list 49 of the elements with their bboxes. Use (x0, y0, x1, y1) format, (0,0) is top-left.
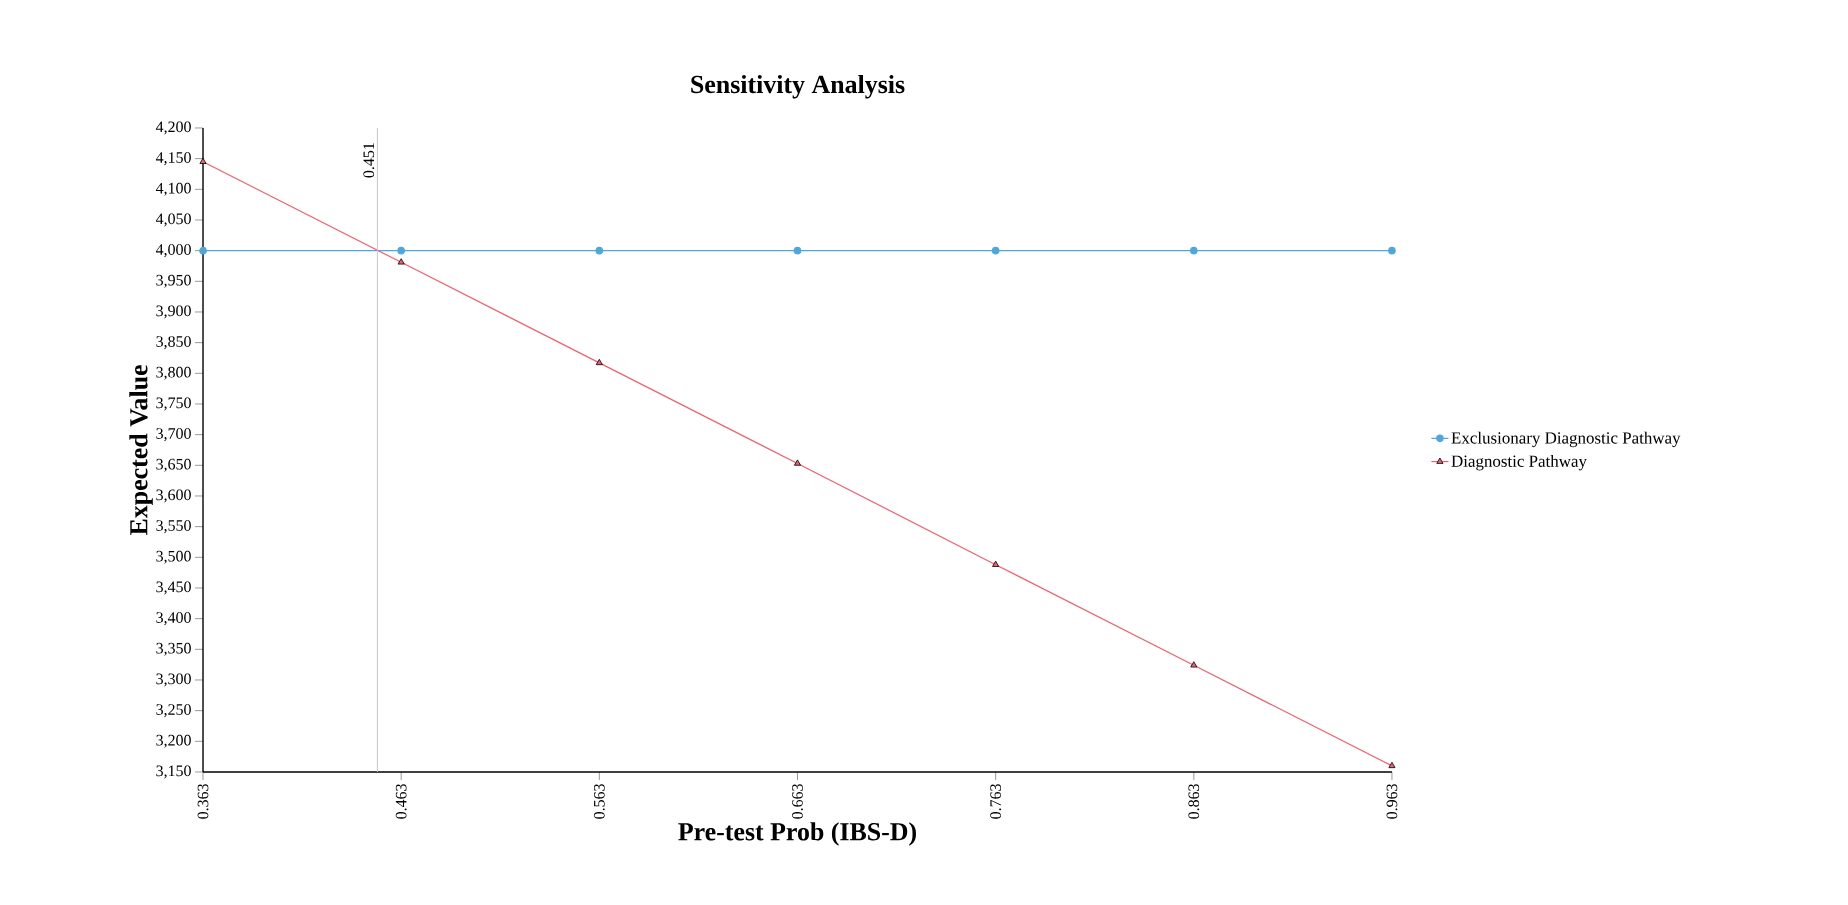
y-tick-label: 3,950 (156, 274, 191, 288)
legend-label: Diagnostic Pathway (1451, 454, 1587, 471)
y-tick-label: 4,100 (155, 182, 191, 196)
y-tick-label: 3,550 (156, 520, 191, 534)
y-tick-label: 3,400 (156, 612, 191, 626)
point (1190, 246, 1198, 255)
x-tick-label: 0.363 (197, 784, 209, 819)
y-tick-label: 3,650 (156, 458, 191, 472)
y-tick-label: 3,250 (156, 704, 191, 718)
point (397, 258, 405, 265)
point (1388, 761, 1396, 769)
y-tick-label: 3,750 (156, 397, 191, 411)
point (595, 358, 603, 366)
point (199, 157, 207, 164)
y-tick-label: 4,000 (155, 244, 191, 258)
x-tick-label: 0.663 (792, 784, 803, 819)
y-tick-label: 3,500 (156, 550, 191, 564)
x-tick-label: 0.763 (990, 784, 1002, 819)
y-tick-label: 4,150 (155, 152, 191, 166)
chart-title: Sensitivity Analysis (691, 74, 905, 99)
y-tick-label: 3,450 (156, 581, 191, 595)
point (793, 246, 802, 255)
y-tick-label: 3,300 (156, 673, 191, 687)
ref-line-label: 0.451 (363, 143, 375, 178)
point (1388, 246, 1396, 255)
point (199, 246, 207, 255)
x-tick-label: 0.863 (1188, 784, 1200, 819)
point (1190, 661, 1198, 668)
point (397, 246, 405, 255)
y-tick-label: 4,200 (155, 121, 191, 135)
y-tick-label: 3,150 (156, 765, 191, 779)
x-tick-label: 0.963 (1386, 784, 1398, 819)
y-tick-label: 4,050 (155, 213, 191, 227)
point (793, 459, 801, 466)
point (992, 560, 1000, 567)
y-tick-label: 3,350 (156, 642, 191, 656)
y-tick-label: 3,800 (156, 366, 191, 380)
y-tick-label: 3,900 (156, 305, 191, 319)
y-axis-title: Expected Value (129, 365, 153, 536)
y-tick-label: 3,200 (156, 734, 191, 748)
y-tick-label: 3,700 (156, 428, 191, 442)
point (991, 246, 1000, 255)
point (595, 246, 604, 255)
y-tick-label: 3,600 (156, 489, 191, 503)
x-tick-label: 0.563 (593, 784, 605, 819)
legend-label: Exclusionary Diagnostic Pathway (1451, 431, 1681, 448)
x-axis-title: Pre-test Prob (IBS-D) (678, 822, 916, 846)
x-tick-label: 0.463 (395, 784, 407, 819)
y-tick-label: 3,850 (156, 336, 191, 350)
